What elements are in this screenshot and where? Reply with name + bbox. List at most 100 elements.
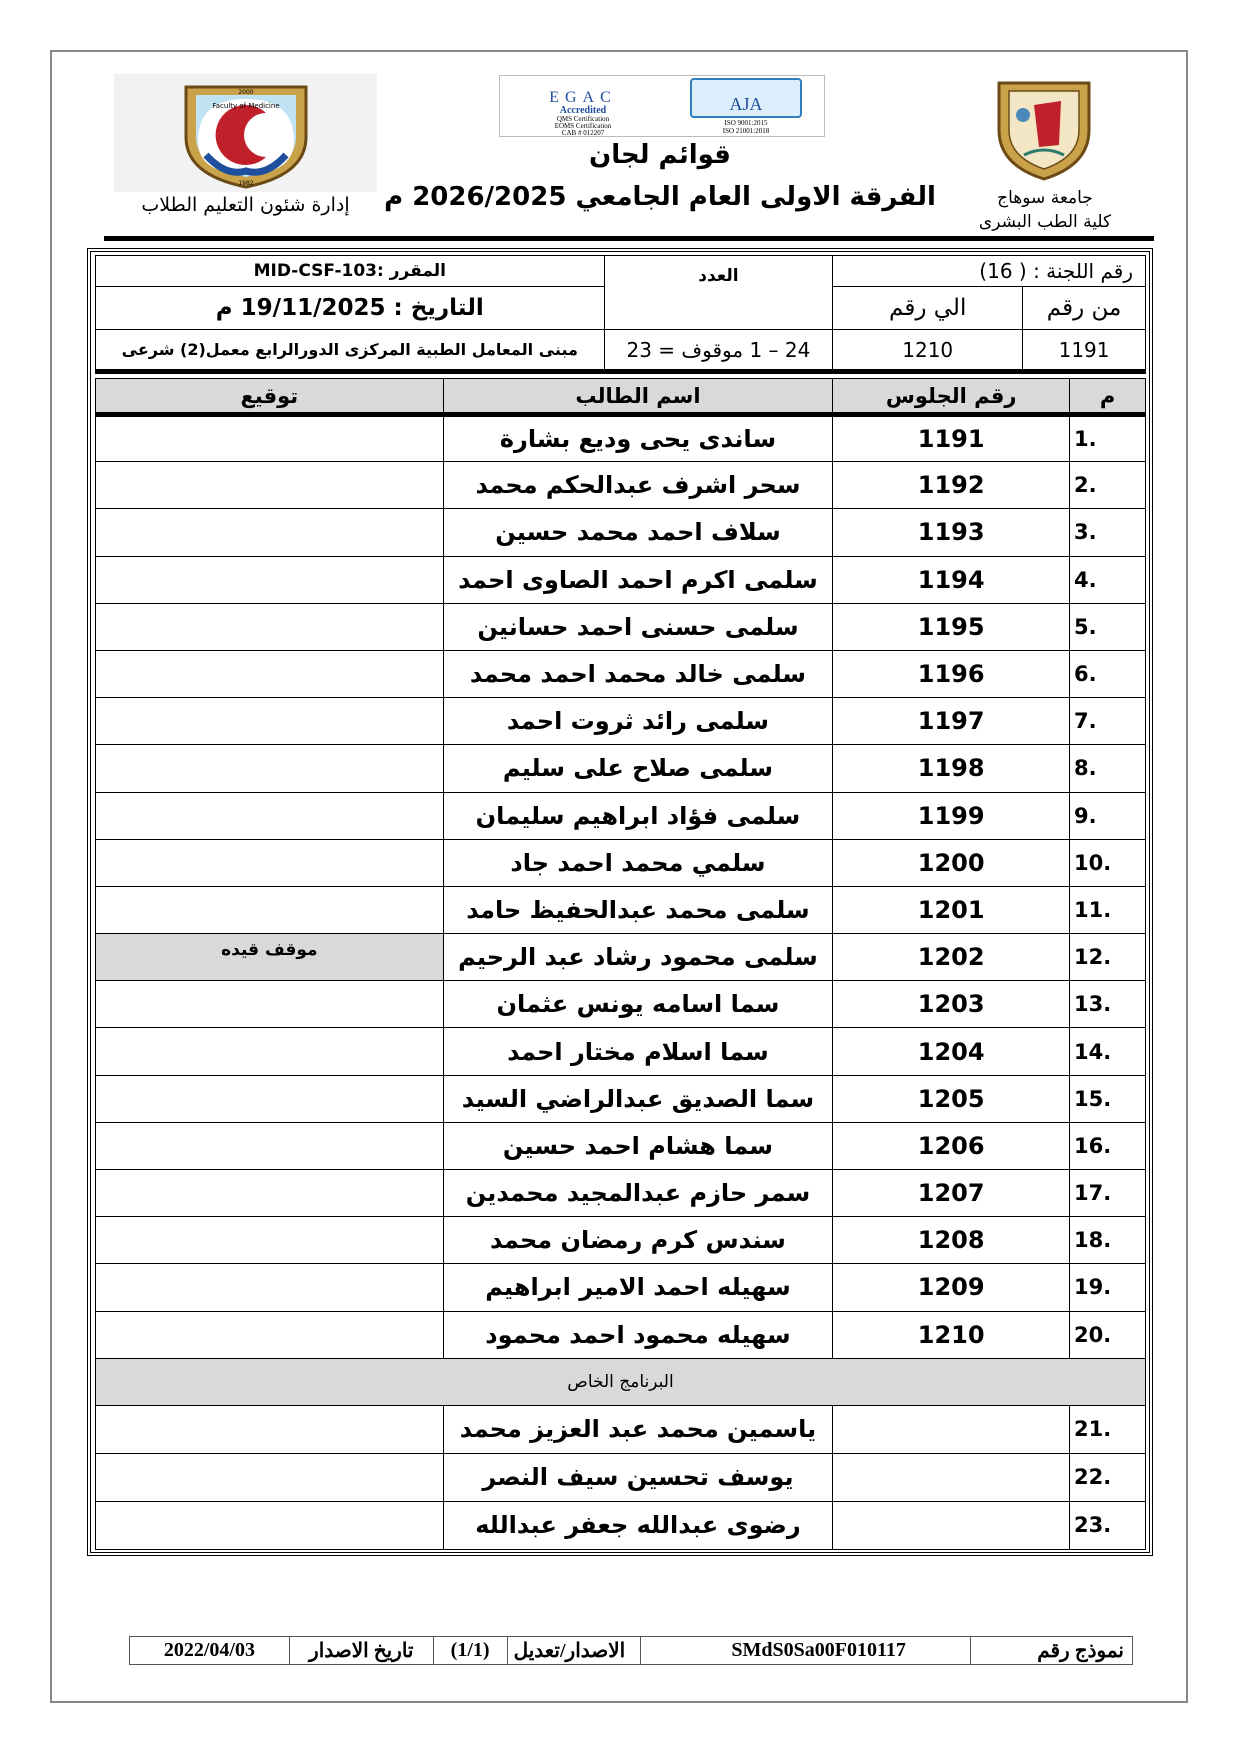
student-name: يوسف تحسين سيف النصر — [442, 1452, 834, 1502]
egac-line: QMS Certification — [556, 115, 610, 123]
sohag-university-logo — [982, 74, 1106, 182]
faculty-of-medicine-logo: Faculty of Medicine 2000 1982 — [114, 74, 377, 192]
signature-cell — [95, 413, 444, 463]
signature-cell — [95, 1404, 444, 1454]
table-row: .18 1208 سندس كرم رمضان محمد — [95, 1216, 1146, 1265]
egac-line: EOMS Certification — [554, 122, 612, 130]
signature-cell — [95, 885, 444, 935]
student-name: سلمى خالد محمد احمد محمد — [442, 649, 834, 699]
row-index: .13 — [1069, 980, 1146, 1029]
signature-cell — [95, 1263, 444, 1312]
form-footer: نموذج رقم SMdS0Sa00F010117 الاصدار/تعديل… — [129, 1636, 1133, 1665]
page-title: قوائم لجان — [589, 140, 731, 170]
from-label: من رقم — [1022, 286, 1146, 330]
faculty-logo-year: 1982 — [238, 180, 253, 187]
table-row: .5 1195 سلمى حسنى احمد حسانين — [95, 602, 1146, 651]
table-row: .3 1193 سلاف احمد محمد حسين — [95, 508, 1146, 557]
signature-cell — [95, 1216, 444, 1265]
table-frame — [87, 248, 1153, 1556]
table-row: .22 يوسف تحسين سيف النصر — [95, 1452, 1146, 1502]
to-value: 1210 — [832, 329, 1024, 370]
row-index: .1 — [1069, 413, 1146, 463]
signature-cell — [95, 508, 444, 557]
signature-cell — [95, 555, 444, 604]
student-name: سحر اشرف عبدالحكم محمد — [442, 461, 834, 510]
row-index: .10 — [1069, 838, 1146, 887]
egac-title: EGAC — [549, 89, 617, 106]
row-index: .19 — [1069, 1263, 1146, 1312]
egac-logo: EGAC Accredited QMS Certification EOMS C… — [508, 80, 658, 137]
seat-number: 1199 — [832, 791, 1071, 840]
table-row: .7 1197 سلمى رائد ثروت احمد — [95, 697, 1146, 746]
signature-cell — [95, 791, 444, 840]
table-row: .6 1196 سلمى خالد محمد احمد محمد — [95, 649, 1146, 699]
row-index: .12 — [1069, 933, 1146, 982]
seat-number: 1208 — [832, 1216, 1071, 1265]
row-index: .9 — [1069, 791, 1146, 840]
signature-cell — [95, 1121, 444, 1171]
table-row: .15 1205 سما الصديق عبدالراضي السيد — [95, 1074, 1146, 1123]
table-row: .2 1192 سحر اشرف عبدالحكم محمد — [95, 461, 1146, 510]
issue-date-value: 2022/04/03 — [129, 1636, 290, 1665]
student-name: سلمى حسنى احمد حسانين — [442, 602, 834, 651]
signature-cell — [95, 1027, 444, 1076]
egac-line: CAB # 012207 — [561, 129, 605, 137]
seat-number: 1201 — [832, 885, 1071, 935]
row-index: .3 — [1069, 508, 1146, 557]
section-row: البرنامج الخاص — [95, 1357, 1146, 1406]
seat-number: 1200 — [832, 838, 1071, 887]
count-value: 24 – 1 موقوف = 23 — [603, 329, 834, 370]
row-index: .18 — [1069, 1216, 1146, 1265]
student-name: سلمى محمد عبدالحفيظ حامد — [442, 885, 834, 935]
aja-line: ISO 9001:2015 — [724, 119, 768, 127]
version-value: (1/1) — [432, 1636, 508, 1665]
faculty-logo-text: Faculty of Medicine — [212, 102, 279, 110]
row-index: .14 — [1069, 1027, 1146, 1076]
seat-number: 1198 — [832, 744, 1071, 793]
table-row: .11 1201 سلمى محمد عبدالحفيظ حامد — [95, 885, 1146, 935]
student-name: سندس كرم رمضان محمد — [442, 1216, 834, 1265]
signature-cell — [95, 1074, 444, 1123]
header-student-name: اسم الطالب — [442, 378, 834, 417]
version-label: الاصدار/تعديل — [506, 1636, 642, 1665]
seat-number — [832, 1500, 1071, 1550]
exam-date: التاريخ : 19/11/2025 م — [95, 286, 605, 330]
aja-line: ISO 21001:2018 — [722, 127, 770, 135]
row-index: .6 — [1069, 649, 1146, 699]
signature-cell — [95, 461, 444, 510]
faculty-logo-year: 2000 — [238, 89, 253, 96]
info-divider — [95, 369, 1146, 374]
signature-cell — [95, 697, 444, 746]
student-name: سما الصديق عبدالراضي السيد — [442, 1074, 834, 1123]
egac-sub: Accredited — [559, 105, 607, 116]
table-row: .4 1194 سلمى اكرم احمد الصاوى احمد — [95, 555, 1146, 604]
header-seat-number: رقم الجلوس — [832, 378, 1071, 417]
table-row: .8 1198 سلمى صلاح على سليم — [95, 744, 1146, 793]
seat-number: 1196 — [832, 649, 1071, 699]
seat-number: 1195 — [832, 602, 1071, 651]
section-label: البرنامج الخاص — [95, 1357, 1146, 1406]
faculty-name: كلية الطب البشرى — [978, 212, 1112, 232]
student-name: سلمى صلاح على سليم — [442, 744, 834, 793]
form-number-label: نموذج رقم — [970, 1636, 1133, 1665]
page-border — [50, 50, 1188, 1703]
student-name: سلمى اكرم احمد الصاوى احمد — [442, 555, 834, 604]
row-index: .4 — [1069, 555, 1146, 604]
form-number-value: SMdS0Sa00F010117 — [640, 1636, 972, 1665]
student-name: سلمي محمد احمد جاد — [442, 838, 834, 887]
department-name: إدارة شئون التعليم الطلاب — [141, 194, 350, 216]
student-name: سهيله محمود احمد محمود — [442, 1310, 834, 1359]
row-index: .8 — [1069, 744, 1146, 793]
aja-logo: AJA — [690, 78, 802, 118]
table-row: .21 ياسمين محمد عبد العزيز محمد — [95, 1404, 1146, 1454]
seat-number: 1209 — [832, 1263, 1071, 1312]
accreditation-logos: EGAC Accredited QMS Certification EOMS C… — [499, 75, 825, 137]
committee-info-table: رقم اللجنة : ( 16) العدد المقرر :MID-CSF… — [95, 255, 1146, 370]
student-name: سلمى محمود رشاد عبد الرحيم — [442, 933, 834, 982]
student-name: سما اسلام مختار احمد — [442, 1027, 834, 1076]
row-index: .7 — [1069, 697, 1146, 746]
student-name: سهيله احمد الامير ابراهيم — [442, 1263, 834, 1312]
header-index: م — [1069, 378, 1146, 417]
student-name: سلمى رائد ثروت احمد — [442, 697, 834, 746]
seat-number: 1203 — [832, 980, 1071, 1029]
